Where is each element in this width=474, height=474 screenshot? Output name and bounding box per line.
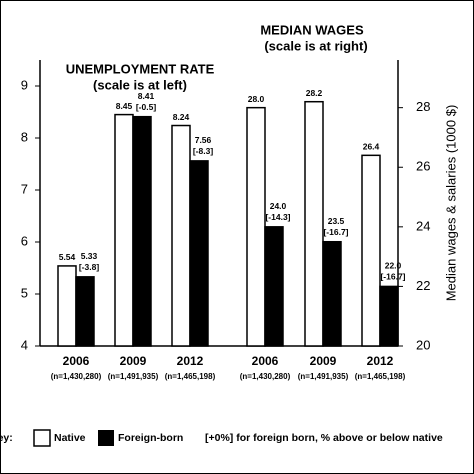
x-tick-label: 2006: [252, 354, 279, 368]
bar: [114, 113, 134, 347]
x-tick-note: (n=1,430,280): [240, 372, 291, 381]
y2-tick-label: 24: [416, 218, 430, 233]
y-tick-label: 6: [21, 233, 28, 248]
x-tick-note: (n=1,430,280): [51, 372, 102, 381]
y-tick-label: 9: [21, 77, 28, 92]
bar: [264, 226, 284, 347]
y2-tick-label: 20: [416, 337, 430, 352]
chart-title: MEDIAN WAGES: [260, 22, 364, 37]
bar: [379, 285, 399, 347]
y2-tick-label: 22: [416, 278, 430, 293]
y-tick-label: 7: [21, 181, 28, 196]
bar: [75, 276, 95, 347]
bar: [57, 265, 77, 347]
value-label: 8.45: [116, 101, 133, 111]
value-label: 8.24: [173, 112, 190, 122]
x-tick-note: (n=1,491,935): [108, 372, 159, 381]
legend-note: [+0%] for foreign born, % above or below…: [205, 432, 443, 444]
chart-title: UNEMPLOYMENT RATE: [66, 61, 215, 76]
value-label: 8.41: [138, 91, 155, 101]
x-tick-label: 2009: [120, 354, 147, 368]
value-label: 23.5: [328, 216, 345, 226]
value-label: 24.0: [270, 201, 287, 211]
x-tick-note: (n=1,465,198): [355, 372, 406, 381]
x-tick-label: 2009: [310, 354, 337, 368]
legend-entry: Foreign-born: [118, 432, 183, 444]
value-label: 5.54: [59, 252, 76, 262]
value-label: 28.2: [306, 88, 323, 98]
diff-label: [-8.3]: [193, 146, 213, 156]
diff-label: [-14.3]: [265, 212, 290, 222]
y-tick-label: 4: [21, 337, 28, 352]
x-tick-label: 2012: [177, 354, 204, 368]
x-tick-label: 2006: [63, 354, 90, 368]
x-tick-note: (n=1,465,198): [165, 372, 216, 381]
diff-label: [-0.5]: [136, 102, 156, 112]
y2-tick-label: 28: [416, 99, 430, 114]
legend-swatch: [98, 430, 114, 446]
value-label: 22.0: [385, 261, 402, 271]
value-label: 28.0: [248, 94, 265, 104]
y-tick-label: 5: [21, 285, 28, 300]
bar: [171, 124, 191, 347]
x-tick-label: 2012: [367, 354, 394, 368]
y2-tick-label: 26: [416, 159, 430, 174]
x-tick-note: (n=1,491,935): [298, 372, 349, 381]
value-label: 5.33: [81, 251, 98, 261]
legend-swatch: [33, 429, 51, 447]
y2-axis-label: Median wages & salaries (1000 $): [443, 105, 458, 302]
diff-label: [-16.7]: [380, 272, 405, 282]
legend-entry: Native: [54, 432, 86, 444]
bar: [132, 115, 152, 347]
chart-subtitle: (scale is at right): [264, 38, 367, 53]
diff-label: [-3.8]: [79, 262, 99, 272]
bar: [361, 154, 381, 347]
diff-label: [-16.7]: [323, 227, 348, 237]
bar: [304, 100, 324, 347]
y-tick-label: 8: [21, 129, 28, 144]
bar: [322, 240, 342, 347]
value-label: 26.4: [363, 142, 380, 152]
chart-subtitle: (scale is at left): [93, 77, 187, 92]
bar: [189, 160, 209, 347]
legend-title: Key:: [0, 432, 13, 444]
value-label: 7.56: [195, 135, 212, 145]
bar: [246, 106, 266, 347]
